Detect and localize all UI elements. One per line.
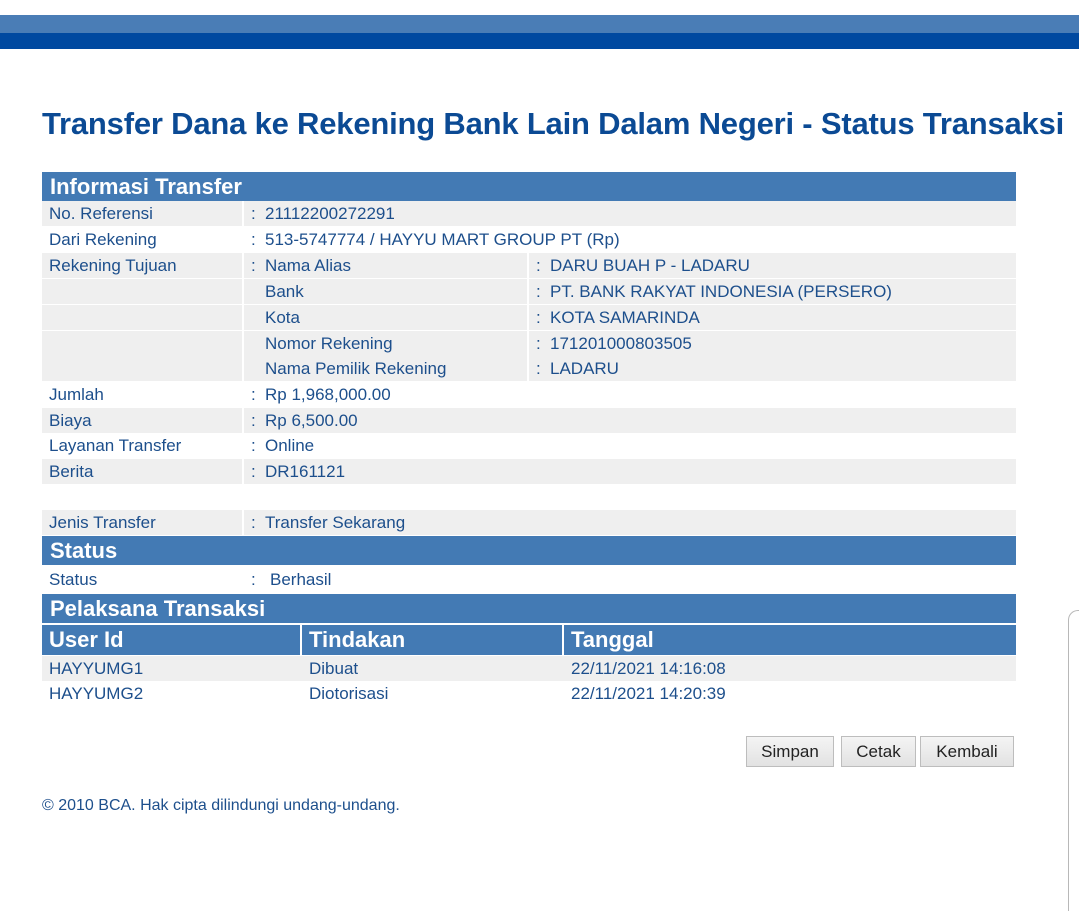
column-header-tanggal: Tanggal (564, 625, 1016, 655)
value: : Rp 1,968,000.00 (251, 385, 391, 404)
label: Rekening Tujuan (42, 253, 242, 278)
value: : PT. BANK RAKYAT INDONESIA (PERSERO) (529, 279, 1016, 304)
simpan-button[interactable]: Simpan (746, 736, 834, 767)
cell-user-id: HAYYUMG1 (49, 659, 144, 678)
row-bg (42, 656, 1016, 681)
status-value: : Berhasil (251, 570, 332, 589)
sub-label: : Nama Alias (244, 253, 527, 278)
row-layanan-transfer: Layanan Transfer : Online (42, 433, 1016, 458)
section-header-informasi: Informasi Transfer (42, 172, 1016, 201)
cell-tanggal: 22/11/2021 14:20:39 (571, 684, 726, 703)
row-status: Status : Berhasil (42, 567, 1016, 592)
sub-label: Bank (244, 279, 527, 304)
row-rekening-tujuan-pemilik: Nama Pemilik Rekening : LADARU (42, 356, 1016, 381)
sub-label: Nomor Rekening (244, 331, 527, 356)
kembali-button[interactable]: Kembali (920, 736, 1014, 767)
row-jenis-transfer: Jenis Transfer : Transfer Sekarang (42, 510, 1016, 535)
label: Status (49, 570, 98, 589)
label (42, 279, 242, 304)
column-header-tindakan: Tindakan (302, 625, 562, 655)
cell-user-id: HAYYUMG2 (49, 684, 144, 703)
section-header-status: Status (42, 536, 1016, 565)
label: Jenis Transfer (42, 510, 242, 535)
label (42, 305, 242, 330)
value: : KOTA SAMARINDA (529, 305, 1016, 330)
label: Jumlah (49, 385, 104, 404)
row-no-referensi: No. Referensi :21112200272291 (42, 201, 1016, 226)
row-berita: Berita : DR161121 (42, 459, 1016, 484)
label: Dari Rekening (49, 230, 157, 249)
row-rekening-tujuan-nama-alias: Rekening Tujuan : Nama Alias : DARU BUAH P… (42, 253, 1016, 278)
column-header-user-id: User Id (42, 625, 300, 655)
row-biaya: Biaya : Rp 6,500.00 (42, 408, 1016, 433)
row-dari-rekening: Dari Rekening :513-5747774 / HAYYU MART … (42, 227, 1016, 252)
value: : LADARU (529, 356, 1016, 381)
value: :21112200272291 (244, 201, 1016, 226)
value: : DARU BUAH P - LADARU (529, 253, 1016, 278)
value: : Rp 6,500.00 (244, 408, 1016, 433)
table-row: HAYYUMG2 Diotorisasi 22/11/2021 14:20:39 (42, 681, 1016, 706)
cetak-button[interactable]: Cetak (841, 736, 916, 767)
label (42, 356, 242, 381)
value: : Transfer Sekarang (244, 510, 1016, 535)
label (42, 331, 242, 356)
sub-label: Nama Pemilik Rekening (244, 356, 527, 381)
sub-label: Kota (244, 305, 527, 330)
top-banner-light (0, 15, 1079, 33)
value: :171201000803505 (529, 331, 1016, 356)
top-banner-dark (0, 33, 1079, 49)
page-title: Transfer Dana ke Rekening Bank Lain Dala… (42, 106, 1065, 141)
label: Berita (42, 459, 242, 484)
cell-tindakan: Dibuat (309, 659, 359, 678)
side-panel-edge (1068, 610, 1079, 911)
value: : Online (251, 436, 315, 455)
label: Layanan Transfer (49, 436, 182, 455)
value: : DR161121 (244, 459, 1016, 484)
value: :513-5747774 / HAYYU MART GROUP PT (Rp) (251, 230, 620, 249)
row-rekening-tujuan-bank: Bank : PT. BANK RAKYAT INDONESIA (PERSERO… (42, 279, 1016, 304)
cell-tindakan: Diotorisasi (309, 684, 389, 703)
label: Biaya (42, 408, 242, 433)
section-header-pelaksana: Pelaksana Transaksi (42, 594, 1016, 623)
label: No. Referensi (42, 201, 242, 226)
row-rekening-tujuan-kota: Kota : KOTA SAMARINDA (42, 305, 1016, 330)
row-jumlah: Jumlah : Rp 1,968,000.00 (42, 382, 1016, 407)
row-rekening-tujuan-nomor: Nomor Rekening :171201000803505 (42, 331, 1016, 356)
copyright-footer: © 2010 BCA. Hak cipta dilindungi undang-… (42, 797, 400, 814)
table-row: HAYYUMG1 Dibuat 22/11/2021 14:16:08 (42, 656, 1016, 681)
cell-tanggal: 22/11/2021 14:16:08 (571, 659, 726, 678)
